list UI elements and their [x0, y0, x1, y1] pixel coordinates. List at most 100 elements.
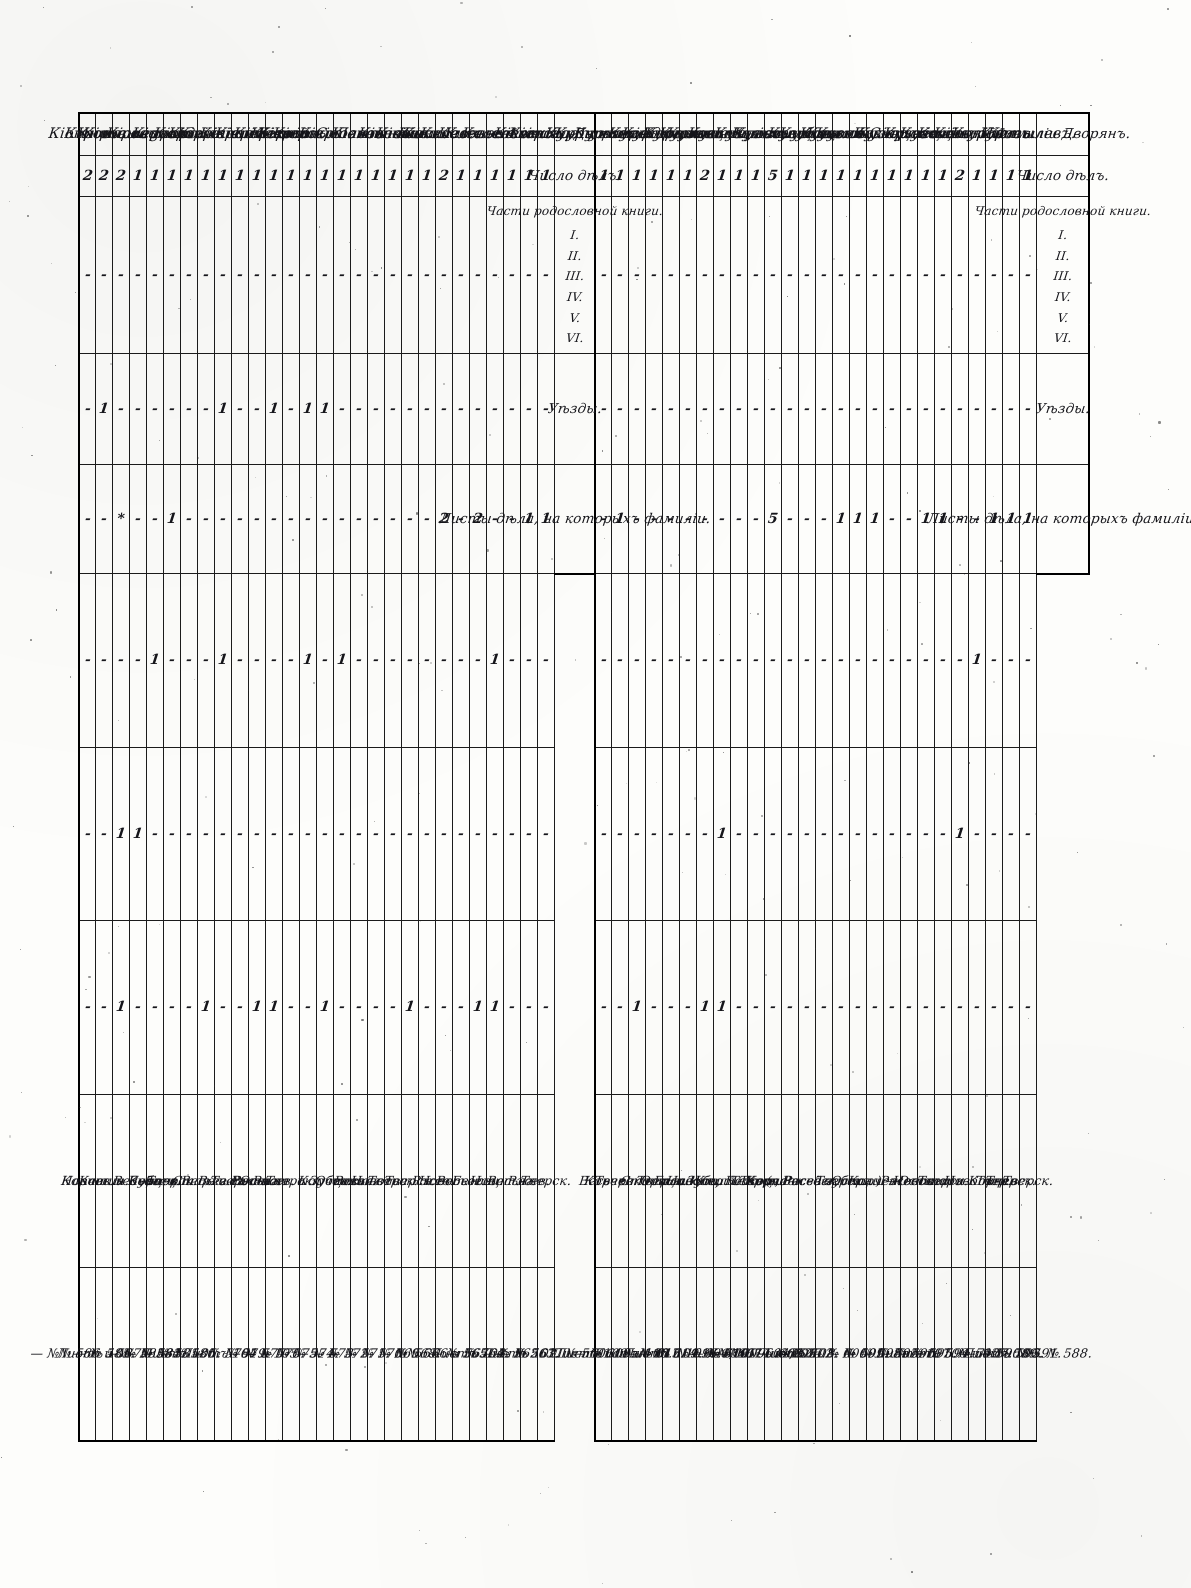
- cell-rank-5: -: [680, 747, 697, 921]
- cell-rank-5: -: [368, 747, 385, 921]
- cell-rank-4: -: [595, 573, 612, 747]
- cell-rank-3: -: [334, 464, 351, 574]
- cell-rank-5: -: [629, 747, 646, 921]
- cell-rank-1: -: [334, 196, 351, 353]
- table-row: Кiенъки. 1- - - - -1 Тверск. — № 568.: [376, 113, 445, 1441]
- cell-rank-4: -: [952, 573, 969, 747]
- table-row: Киселевы. 1- - - - - - Весьег. — № 565.: [420, 113, 503, 1441]
- cell-rank-2: -: [521, 353, 538, 464]
- cell-case-count: 1: [487, 155, 504, 196]
- cell-rank-5: -: [351, 747, 368, 921]
- cell-rank-5: -: [918, 747, 935, 921]
- table-row: Кузьмовы. 5- -5- - - Корчев. — №№ 604, 605.: [719, 113, 828, 1441]
- cell-rank-6: -: [1003, 920, 1020, 1094]
- cell-case-count: 1: [833, 155, 850, 196]
- cell-rank-5: 1: [113, 747, 130, 921]
- cell-case-count: 1: [969, 155, 986, 196]
- cell-rank-2: -: [901, 353, 918, 464]
- cell-rank-1: -: [901, 196, 918, 353]
- cell-rank-5: 1: [714, 747, 731, 921]
- cell-case-count: 1: [368, 155, 385, 196]
- cell-rank-2: -: [334, 353, 351, 464]
- cell-rank-2: 1: [215, 353, 232, 464]
- cell-case-count: 1: [680, 155, 697, 196]
- cell-rank-2: -: [1003, 353, 1020, 464]
- cell-rank-6: 1: [113, 920, 130, 1094]
- table-row: Кiорскiе. 1- - - - - - Зубцов. и Весьег. — № 580…: [130, 113, 249, 1441]
- cell-rank-5: -: [884, 747, 901, 921]
- table-row: Кiонровы. 2- - - - - - Корчев. — №№ 586 и 587.: [30, 113, 146, 1441]
- cell-case-count: 1: [453, 155, 470, 196]
- cell-rank-2: -: [748, 353, 765, 464]
- cell-case-count: 2: [697, 155, 714, 196]
- cell-case-count: 1: [266, 155, 283, 196]
- cell-rank-4: -: [266, 573, 283, 747]
- header-uezdy: Уѣзды.: [1035, 353, 1091, 464]
- cell-rank-6: -: [867, 920, 884, 1094]
- cell-rank-4: -: [1003, 573, 1020, 747]
- cell-rank-4: -: [198, 573, 215, 747]
- cell-rank-2: -: [850, 353, 867, 464]
- cell-rank-1: -: [317, 196, 334, 353]
- cell-rank-5: -: [453, 747, 470, 921]
- cell-case-count: 1: [629, 155, 646, 196]
- cell-rank-6: 1: [697, 920, 714, 1094]
- cell-rank-5: -: [901, 747, 918, 921]
- cell-rank-6: -: [419, 920, 436, 1094]
- cell-rank-4: -: [538, 573, 555, 747]
- cell-case-count: 1: [816, 155, 833, 196]
- table-row: Кiонорды. 1- -1- - - Тверск. — № 581.: [132, 113, 213, 1441]
- cell-rank-4: -: [419, 573, 436, 747]
- cell-rank-1: -: [181, 196, 198, 353]
- cell-rank-2: -: [918, 353, 935, 464]
- cell-rank-2: -: [351, 353, 368, 464]
- cell-rank-6: -: [453, 920, 470, 1094]
- header-rank-2: II.: [566, 248, 583, 263]
- cell-rank-3: -: [714, 464, 731, 574]
- cell-rank-6: -: [765, 920, 782, 1094]
- ledger-table-rotated: Фамилiи Дворянъ. Число дѣлъ. Части родосло…: [30, 112, 1191, 1442]
- cell-case-count: 2: [96, 155, 113, 196]
- cell-rank-4: -: [918, 573, 935, 747]
- cell-rank-6: -: [884, 920, 901, 1094]
- cell-case-count: 1: [317, 155, 334, 196]
- cell-rank-6: -: [918, 920, 935, 1094]
- cell-rank-2: -: [986, 353, 1003, 464]
- cell-rank-5: -: [1020, 747, 1037, 921]
- cell-rank-6: 1: [402, 920, 419, 1094]
- header-uezdy: Уѣзды.: [547, 353, 603, 464]
- header-case-count: Число дѣлъ.: [528, 155, 622, 196]
- table-row: Кузьмовы. 1- - - - - - Тверск. 606, 607 и 608.: [704, 113, 809, 1441]
- cell-rank-2: -: [969, 353, 986, 464]
- cell-case-count: 2: [113, 155, 130, 196]
- cell-rank-1: -: [453, 196, 470, 353]
- cell-rank-4: -: [816, 573, 833, 747]
- cell-case-count: 1: [884, 155, 901, 196]
- cell-rank-6: -: [232, 920, 249, 1094]
- cell-rank-6: -: [952, 920, 969, 1094]
- cell-rank-2: -: [697, 353, 714, 464]
- cell-rank-6: -: [833, 920, 850, 1094]
- cell-rank-4: -: [470, 573, 487, 747]
- cell-rank-4: -: [714, 573, 731, 747]
- cell-rank-5: -: [181, 747, 198, 921]
- cell-rank-4: 1: [215, 573, 232, 747]
- cell-rank-3: -: [266, 464, 283, 574]
- cell-case-count: 1: [714, 155, 731, 196]
- cell-case-count: 1: [300, 155, 317, 196]
- cell-rank-2: -: [714, 353, 731, 464]
- cell-case-count: 1: [419, 155, 436, 196]
- cell-rank-4: -: [351, 573, 368, 747]
- table-row: Кiертины-Лампинскiе. 1- - -1- - Осташ. — № 572…: [250, 113, 435, 1441]
- cell-rank-5: 1: [130, 747, 147, 921]
- cell-case-count: 1: [283, 155, 300, 196]
- cell-rank-4: -: [130, 573, 147, 747]
- cell-rank-2: -: [164, 353, 181, 464]
- cell-case-count: 1: [918, 155, 935, 196]
- cell-case-count: 1: [1003, 155, 1020, 196]
- cell-rank-2: -: [368, 353, 385, 464]
- cell-rank-5: -: [646, 747, 663, 921]
- table-row: Кiерискiй. 1-1- - -1 Ржев. — № 576.: [233, 113, 316, 1441]
- header-rank-group: Части родословной книги. I. II. III. IV. V. VI…: [974, 196, 1152, 353]
- cell-rank-6: -: [986, 920, 1003, 1094]
